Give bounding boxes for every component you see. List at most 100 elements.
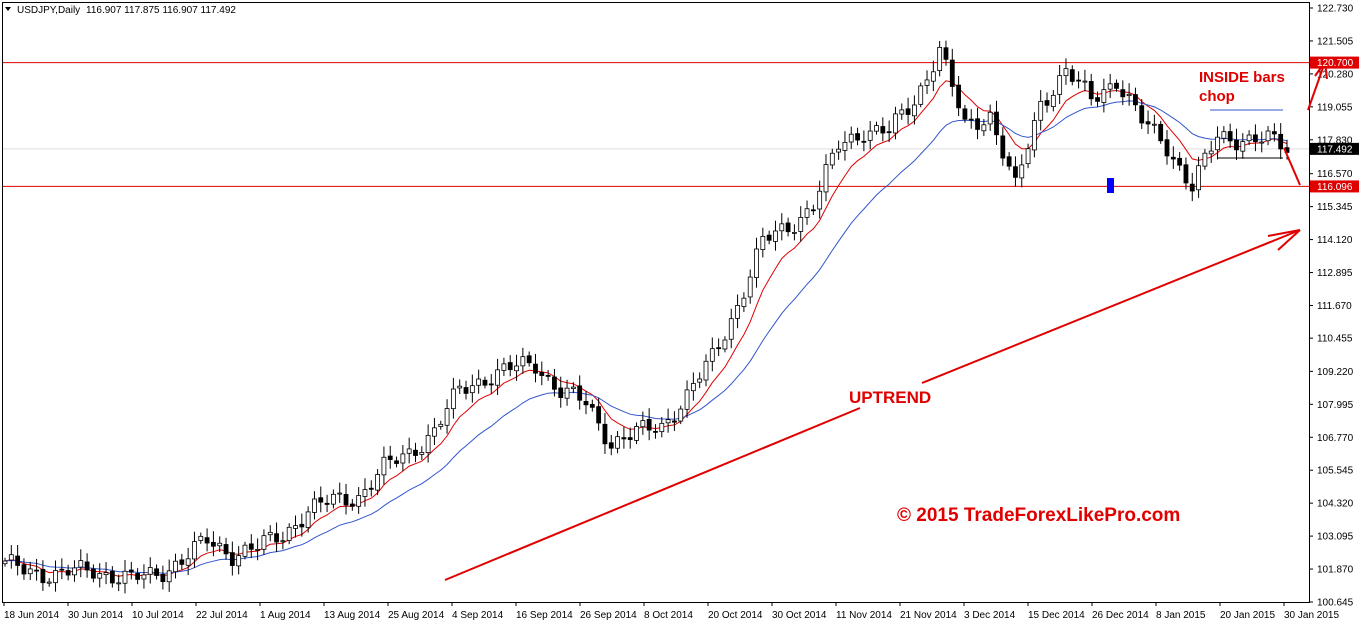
candle: [949, 48, 955, 97]
candle: [735, 294, 740, 329]
x-tick-label: 16 Sep 2014: [516, 610, 573, 621]
collapse-triangle-icon[interactable]: [5, 7, 11, 11]
candle: [937, 40, 943, 77]
inside-bars-label: INSIDE bars: [1199, 69, 1285, 86]
candle: [552, 368, 557, 397]
candle: [1265, 126, 1271, 146]
uptrend-arrow: [444, 229, 1301, 581]
candle: [646, 408, 652, 441]
candle: [72, 560, 77, 582]
x-tick-label: 20 Oct 2014: [708, 610, 763, 621]
y-tick-label: 109.220: [1317, 367, 1354, 378]
candle: [8, 545, 14, 569]
candle: [318, 486, 324, 513]
x-tick-label: 10 Jul 2014: [132, 610, 184, 621]
candle: [211, 531, 216, 557]
y-tick-label: 115.345: [1317, 202, 1353, 213]
candle: [160, 565, 166, 590]
candle: [1088, 73, 1094, 106]
candle: [855, 127, 860, 146]
candle: [1133, 87, 1138, 112]
candle: [261, 529, 267, 555]
candle: [583, 390, 589, 415]
candle: [15, 544, 21, 576]
svg-text:120.700: 120.700: [1317, 58, 1354, 69]
candle: [741, 292, 747, 312]
x-tick-label: 15 Dec 2014: [1028, 610, 1085, 621]
candle: [324, 494, 330, 513]
y-tick-label: 114.120: [1317, 235, 1353, 246]
candle: [836, 140, 842, 160]
candle: [387, 445, 393, 469]
x-tick-label: 4 Sep 2014: [452, 610, 504, 621]
x-axis: 18 Jun 2014 30 Jun 2014 10 Jul 2014 22 Jul …: [3, 602, 1339, 621]
svg-text:116.096: 116.096: [1317, 182, 1353, 193]
candle: [381, 446, 387, 485]
candle: [678, 405, 684, 425]
candle: [299, 513, 305, 537]
candle: [1095, 91, 1100, 107]
candle: [425, 424, 431, 463]
candle: [330, 489, 336, 509]
candle: [773, 220, 778, 251]
uptrend-label: UPTREND: [849, 388, 931, 407]
candle: [911, 95, 917, 125]
candle: [1120, 80, 1126, 106]
y-tick-label: 111.670: [1317, 301, 1352, 312]
candle: [829, 148, 835, 170]
candle: [867, 121, 873, 150]
candle: [34, 558, 39, 581]
candle: [312, 491, 317, 520]
candle: [760, 227, 766, 258]
candle: [823, 154, 829, 202]
copyright-label: © 2015 TradeForexLikePro.com: [897, 505, 1180, 526]
candle: [91, 564, 96, 583]
candle: [533, 353, 538, 383]
candle: [703, 354, 709, 387]
candle: [924, 70, 930, 95]
candle: [596, 398, 602, 431]
candle: [956, 75, 962, 117]
candle: [457, 379, 463, 395]
candle: [709, 337, 715, 372]
candle: [1271, 123, 1277, 142]
candle: [1082, 69, 1088, 92]
y-tick-label: 104.320: [1317, 499, 1354, 510]
candle: [874, 121, 879, 135]
candle: [608, 434, 614, 456]
candle: [375, 469, 381, 496]
y-tick-label: 101.870: [1317, 565, 1354, 576]
candle: [684, 380, 690, 418]
candle: [495, 358, 500, 396]
candle: [488, 374, 494, 394]
candle: [754, 237, 759, 288]
y-tick-label: 121.505: [1317, 36, 1354, 47]
candle: [1050, 90, 1056, 112]
candle: [349, 499, 355, 511]
candle: [135, 568, 141, 585]
candle: [501, 357, 507, 377]
y-axis: 122.730 121.505 120.280 119.055 117.830 116.5…: [1309, 4, 1354, 609]
candle: [1183, 157, 1189, 190]
candle: [570, 382, 576, 394]
candle: [640, 411, 646, 435]
candle: [615, 430, 620, 454]
candle: [886, 120, 892, 143]
candle: [1101, 78, 1107, 113]
candle: [65, 564, 71, 581]
candle: [413, 442, 418, 463]
candle: [905, 97, 911, 125]
x-tick-label: 21 Nov 2014: [900, 610, 957, 621]
level-price-tag: 116.096: [1310, 180, 1359, 193]
candle: [1202, 149, 1208, 170]
candle: [526, 351, 532, 367]
candle: [1057, 64, 1063, 104]
x-tick-label: 30 Jan 2015: [1284, 610, 1339, 621]
candle: [766, 230, 772, 245]
candle: [798, 206, 804, 242]
x-tick-label: 25 Aug 2014: [388, 610, 445, 621]
candle: [274, 522, 279, 553]
candle: [1259, 131, 1265, 153]
x-tick-label: 8 Jan 2015: [1156, 610, 1206, 621]
candle: [634, 422, 639, 445]
